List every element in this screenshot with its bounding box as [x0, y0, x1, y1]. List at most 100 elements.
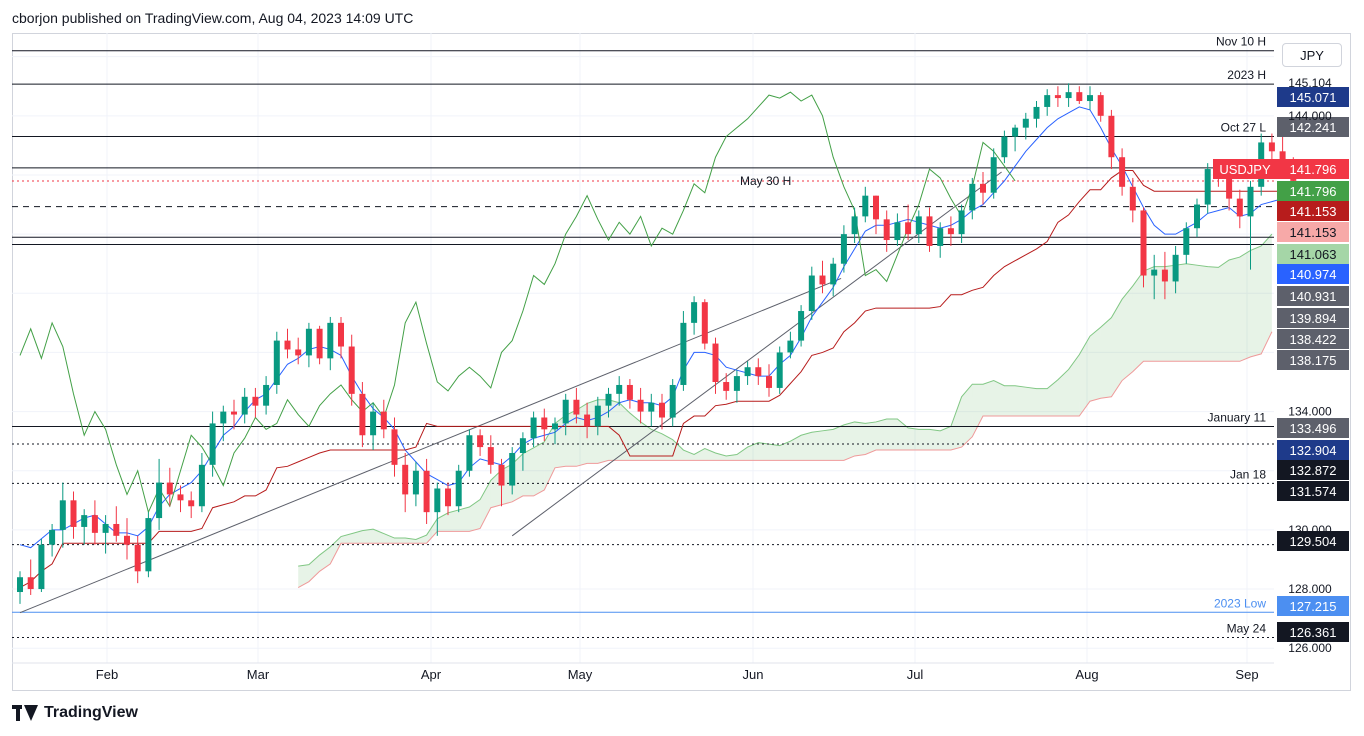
currency-button[interactable]: JPY	[1282, 43, 1342, 67]
cloud-segment	[811, 430, 823, 461]
cloud-segment	[629, 413, 641, 461]
candle-body	[723, 382, 730, 391]
price-label-text: 141.063	[1290, 247, 1337, 262]
price-tick-label: 145.104	[1288, 76, 1332, 90]
candle-body	[1247, 186, 1254, 217]
tradingview-logo-icon	[12, 705, 38, 721]
annotation-label: May 30 H	[740, 174, 791, 188]
candle-body	[637, 399, 644, 412]
price-label-text: 129.504	[1290, 534, 1337, 549]
cloud-segment	[1154, 266, 1165, 362]
candle-body	[905, 222, 912, 235]
candle-body	[840, 234, 847, 264]
candle-body	[1194, 204, 1200, 229]
price-label-box	[1277, 531, 1349, 551]
price-label-box	[1277, 329, 1349, 349]
cloud-segment	[961, 384, 973, 448]
candle-body	[626, 384, 633, 400]
cloud-segment	[1186, 263, 1197, 362]
cloud-segment	[469, 499, 481, 532]
candle-body	[894, 222, 901, 241]
candle-body	[562, 399, 569, 424]
candle-body	[445, 488, 451, 507]
time-tick-label: Apr	[421, 667, 442, 682]
price-label-text: 138.175	[1290, 353, 1337, 368]
candlestick-chart[interactable]: Nov 10 H 2023 H Oct 27 L January 11 Jan 18 20…	[12, 33, 1351, 691]
cloud-segment	[715, 453, 727, 461]
price-label-text: 139.894	[1290, 311, 1337, 326]
cloud-segment	[1036, 388, 1048, 417]
candle-body	[1151, 269, 1158, 276]
price-label-text: 127.215	[1290, 599, 1337, 614]
candle-body	[166, 482, 173, 495]
candle-body	[241, 396, 248, 415]
candle-body	[530, 417, 537, 439]
candle-body	[273, 340, 280, 385]
candle-body	[541, 417, 548, 430]
candle-body	[1204, 169, 1211, 205]
candle-body	[883, 219, 890, 241]
candle-body	[573, 399, 580, 415]
candle-body	[124, 535, 130, 545]
candle-body	[220, 411, 227, 424]
candle-body	[937, 228, 944, 246]
candle-body	[766, 376, 772, 388]
cloud-segment	[640, 421, 652, 461]
cloud-segment	[758, 442, 769, 461]
candle-body	[1226, 177, 1233, 199]
price-label-box	[1277, 222, 1349, 242]
level-label: Jan 18	[1230, 467, 1266, 481]
price-tick-label: 130.000	[1288, 523, 1332, 537]
level-label: January 11	[1208, 410, 1267, 424]
cloud-segment	[1175, 263, 1187, 362]
price-tick-label: 144.000	[1288, 109, 1332, 123]
cloud-segment	[1100, 317, 1112, 399]
candle-body	[252, 396, 259, 406]
candle-body	[969, 183, 976, 211]
cloud-segment	[522, 447, 534, 496]
candle-body	[466, 435, 473, 471]
cloud-segment	[458, 506, 470, 532]
candle-body	[27, 577, 34, 590]
horizontal-levels: Nov 10 H 2023 H Oct 27 L January 11 Jan 18 20…	[12, 35, 1274, 639]
candle-body	[980, 183, 986, 193]
candle-body	[1033, 106, 1040, 119]
cloud-segment	[394, 538, 406, 544]
cloud-segment	[565, 410, 577, 467]
candle-body	[712, 343, 719, 383]
candle-body	[1097, 95, 1104, 116]
cloud-segment	[1250, 245, 1262, 357]
candle-body	[1236, 198, 1243, 217]
candle-body	[862, 195, 869, 217]
cloud-segment	[383, 533, 395, 544]
cloud-segment	[833, 424, 844, 461]
cloud-segment	[983, 380, 994, 417]
price-label-box	[1277, 460, 1349, 480]
cloud-segment	[1090, 327, 1101, 402]
candle-body	[755, 367, 762, 377]
candle-body	[49, 529, 56, 545]
cloud-segment	[1122, 285, 1133, 381]
price-label-box	[1277, 286, 1349, 306]
candle-body	[605, 393, 612, 406]
candle-body	[1108, 115, 1115, 158]
candle-body	[926, 216, 933, 246]
candle-body	[263, 384, 270, 406]
candle-body	[59, 500, 66, 530]
level-label: Oct 27 L	[1221, 121, 1267, 135]
footer-brand: TradingView	[44, 704, 138, 721]
time-tick-label: Jun	[743, 667, 764, 682]
cloud-segment	[619, 402, 630, 461]
level-label: May 24	[1227, 622, 1267, 636]
cloud-segment	[1197, 265, 1208, 362]
candle-body	[316, 328, 323, 359]
price-label-box	[1277, 440, 1349, 460]
cloud-segment	[876, 418, 887, 451]
candle-body	[91, 515, 98, 533]
candle-body	[509, 453, 516, 486]
price-label-text: 132.904	[1290, 443, 1337, 458]
candle-body	[830, 263, 837, 285]
price-tick-label: 134.000	[1288, 405, 1332, 419]
candle-body	[990, 157, 997, 193]
cloud-segment	[533, 441, 545, 496]
